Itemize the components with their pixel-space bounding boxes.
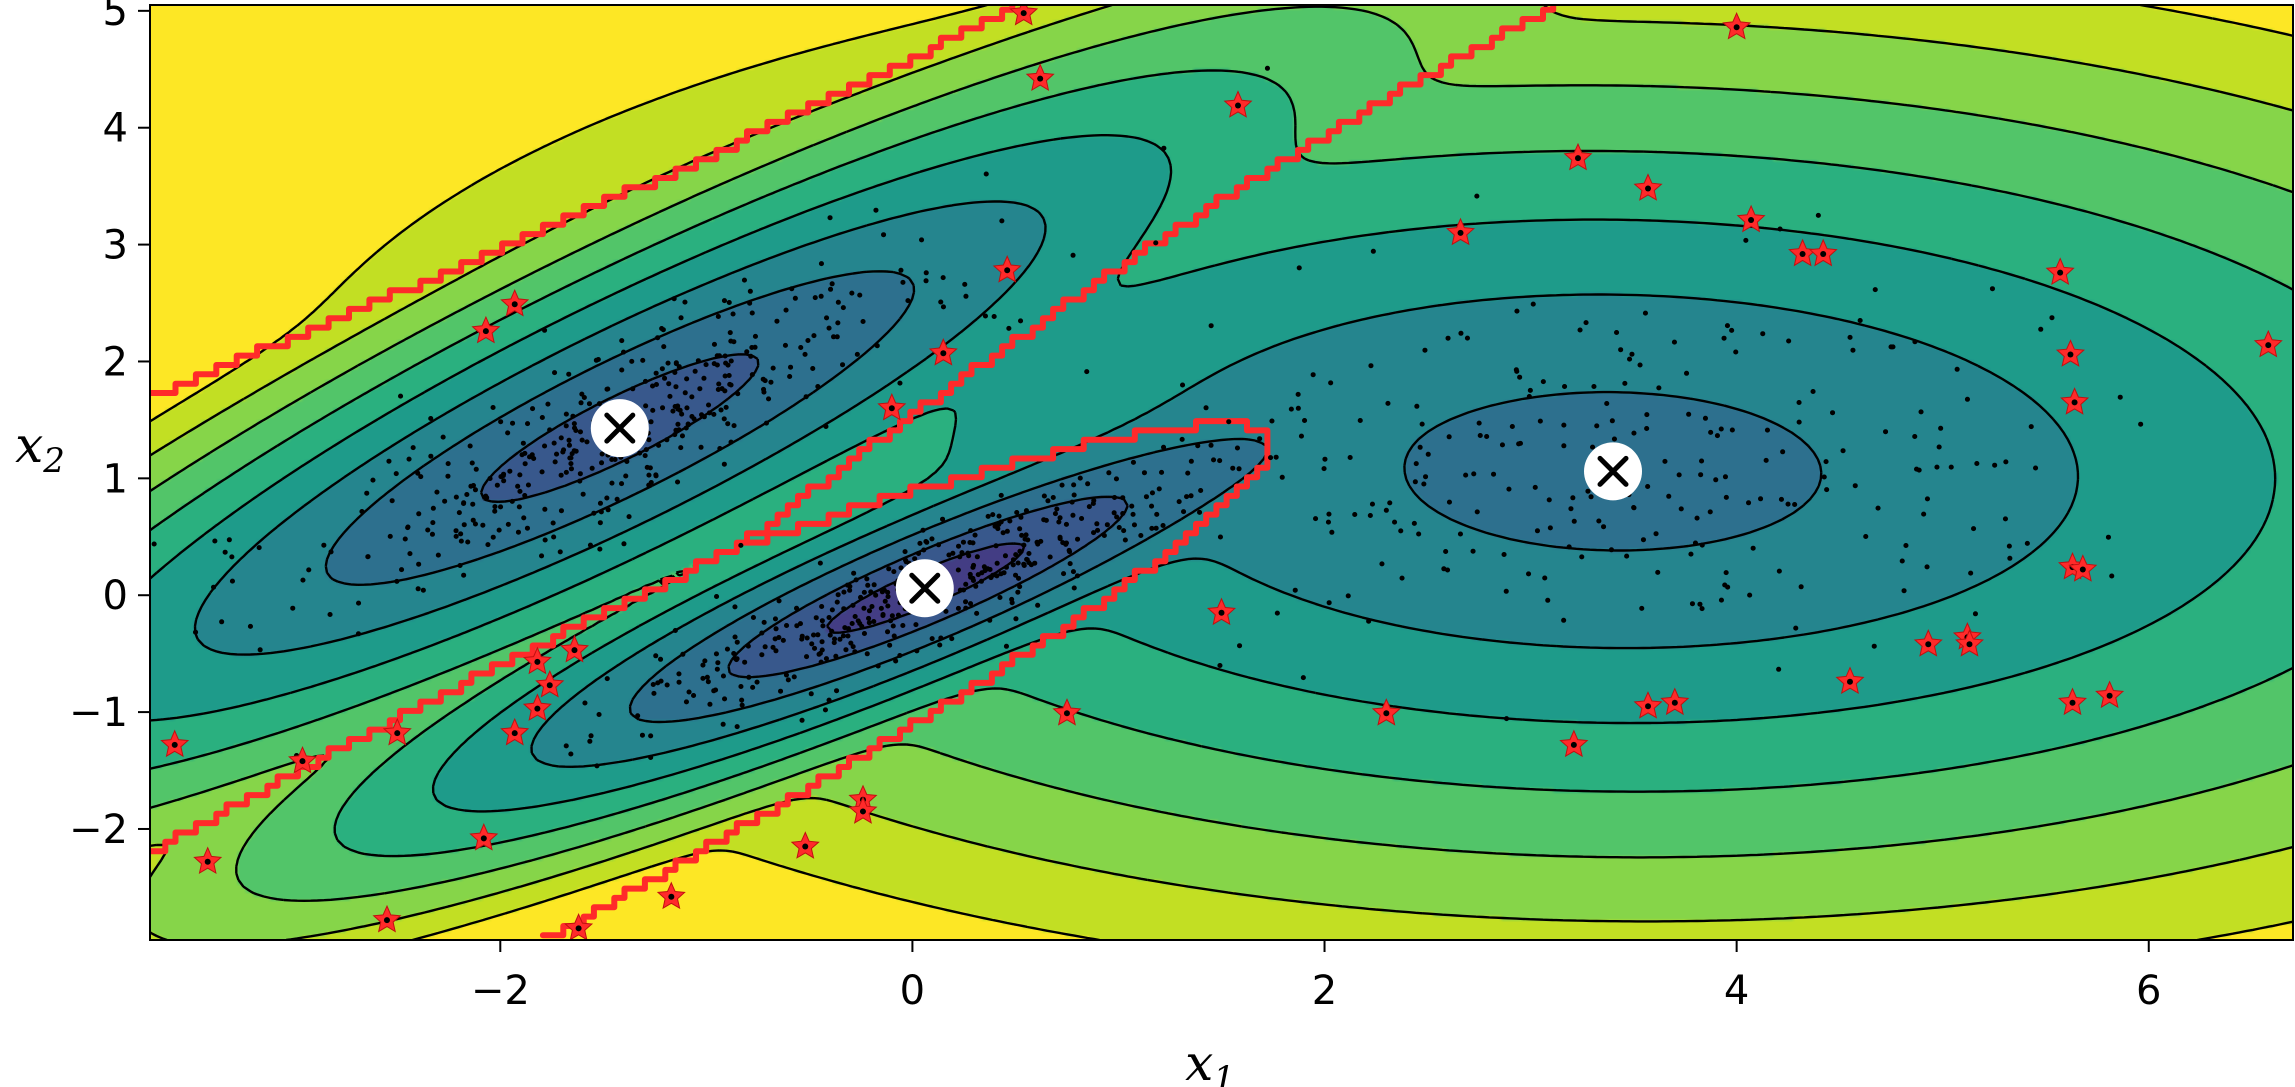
anomaly-star <box>500 717 530 746</box>
anomaly-star <box>1633 173 1663 201</box>
anomaly-star <box>2253 329 2283 358</box>
y-tick-label: 4 <box>103 106 128 152</box>
anomaly-star <box>471 315 501 344</box>
x-tick-label: 0 <box>900 968 925 1014</box>
centroid-marker <box>1584 442 1643 501</box>
anomaly-star <box>160 729 190 758</box>
contour-line-9 <box>150 5 2293 940</box>
anomaly-star <box>992 255 1022 283</box>
anomaly-star <box>1207 597 1236 626</box>
anomaly-star <box>1446 217 1475 246</box>
density-filled-contours <box>150 5 2293 940</box>
anomaly-star <box>790 831 820 859</box>
anomaly-star <box>522 693 552 721</box>
anomaly-star <box>1722 11 1752 40</box>
anomaly-star <box>1052 698 1082 726</box>
anomaly-star <box>2068 554 2098 582</box>
y-tick-label: 2 <box>103 339 128 385</box>
y-tick-label: 3 <box>103 223 128 269</box>
anomaly-star <box>848 796 878 824</box>
anomaly-star <box>928 338 958 366</box>
anomaly-star <box>193 846 223 875</box>
centroid-marker <box>590 399 649 458</box>
anomaly-star <box>1371 698 1401 726</box>
x-tick-label: 4 <box>1724 968 1749 1014</box>
y-tick-label: −2 <box>69 807 128 853</box>
decision-boundary-lines <box>150 5 1557 939</box>
y-axis-label: x2 <box>15 416 65 481</box>
plot-frame <box>149 4 2294 941</box>
anomaly-star <box>1955 629 1984 657</box>
anomaly-star <box>1563 142 1593 171</box>
y-tick-label: 1 <box>103 456 128 502</box>
x-tick-label: −2 <box>471 968 530 1014</box>
anomaly-star <box>2055 339 2085 367</box>
anomaly-star <box>1660 687 1690 716</box>
y-tick-label: 0 <box>103 573 128 619</box>
contour-line-7 <box>150 5 2293 902</box>
anomaly-star <box>2060 387 2090 415</box>
anomaly-star <box>1025 63 1055 92</box>
anomaly-star <box>2058 687 2087 716</box>
centroid-marker <box>895 559 954 618</box>
anomaly-star <box>877 392 907 421</box>
anomaly-star <box>2095 680 2125 709</box>
contour-line-2 <box>479 353 1129 679</box>
decision-boundary <box>150 5 1557 939</box>
anomaly-star <box>469 823 499 851</box>
x-tick-label: 6 <box>2136 968 2161 1014</box>
y-axis-ticks: −2 −1 0 1 2 3 4 5 <box>69 0 150 853</box>
anomaly-star <box>1808 238 1838 267</box>
contour-line-4 <box>193 200 2080 768</box>
x-tick-label: 2 <box>1312 968 1337 1014</box>
plot-area <box>150 5 2293 940</box>
anomaly-star <box>1559 729 1589 758</box>
anomaly-star <box>656 881 686 910</box>
anomaly-star <box>372 904 402 933</box>
anomaly-markers <box>160 5 2283 940</box>
anomaly-star <box>522 646 552 675</box>
anomaly-star <box>535 669 565 698</box>
y-tick-label: −1 <box>69 690 128 736</box>
anomaly-star <box>564 913 594 940</box>
anomaly-star <box>382 717 412 746</box>
anomaly-star <box>560 634 589 663</box>
density-contour-lines <box>150 5 2293 940</box>
anomaly-star <box>1633 691 1663 719</box>
x-axis-label: x1 <box>1185 1034 1235 1087</box>
anomaly-star <box>500 288 530 317</box>
anomaly-star <box>1913 629 1943 657</box>
anomaly-star <box>288 745 317 774</box>
anomaly-star <box>2045 257 2075 286</box>
anomaly-star <box>1009 5 1039 26</box>
anomaly-star <box>1736 204 1766 233</box>
anomaly-star <box>1223 90 1253 118</box>
y-tick-label: 5 <box>103 0 128 35</box>
anomaly-star <box>1835 666 1865 695</box>
x-axis-ticks: −2 0 2 4 6 <box>471 940 2161 1014</box>
centroid-markers <box>590 399 1643 618</box>
